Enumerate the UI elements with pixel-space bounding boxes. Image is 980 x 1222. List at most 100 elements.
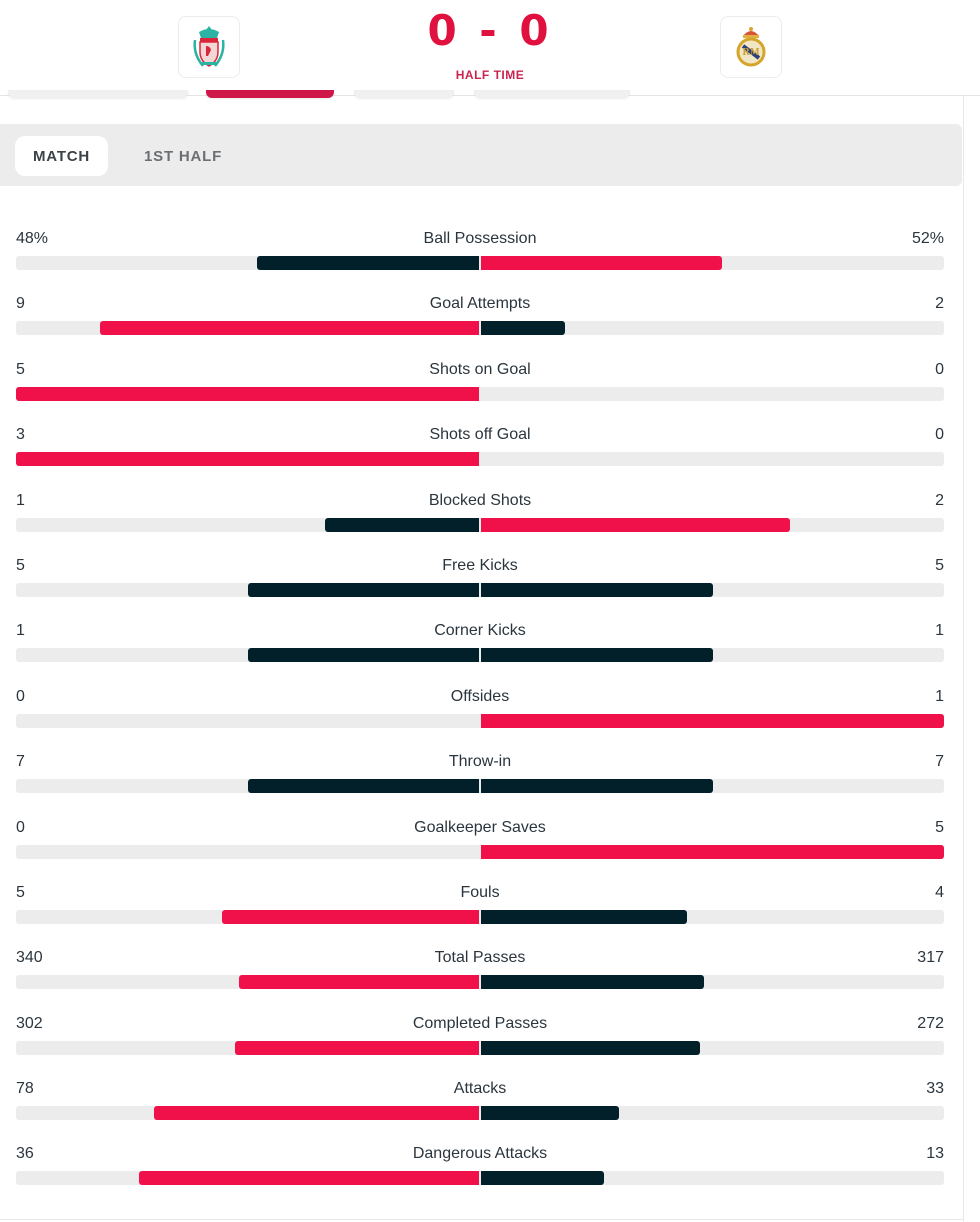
away-stat-bar xyxy=(481,844,944,859)
home-stat-value: 1 xyxy=(16,491,25,509)
home-stat-value: 0 xyxy=(16,818,25,836)
away-stat-value: 2 xyxy=(935,295,944,313)
away-stat-value: 5 xyxy=(935,556,944,574)
stat-row: 78 Attacks 33 xyxy=(16,1076,944,1141)
away-stat-value: 4 xyxy=(935,883,944,901)
stat-row: 9 Goal Attempts 2 xyxy=(16,291,944,356)
stat-label: Corner Kicks xyxy=(434,622,526,640)
away-stat-bar xyxy=(481,321,566,336)
away-stat-bar xyxy=(481,517,790,532)
stat-label: Attacks xyxy=(453,1080,507,1098)
home-stat-value: 5 xyxy=(16,556,25,574)
section-tab[interactable] xyxy=(8,90,188,98)
away-stat-value: 1 xyxy=(935,622,944,640)
home-stat-bar xyxy=(100,321,479,336)
stat-label: Shots off Goal xyxy=(429,426,531,444)
home-stat-value: 36 xyxy=(16,1145,34,1163)
section-tabs xyxy=(0,90,700,102)
stat-label: Fouls xyxy=(460,883,500,901)
away-stat-bar xyxy=(481,909,687,924)
away-stat-value: 317 xyxy=(917,949,944,967)
stat-row: 340 Total Passes 317 xyxy=(16,945,944,1010)
stat-bar-track xyxy=(16,1106,944,1121)
section-tab-active[interactable] xyxy=(206,90,334,98)
away-stat-bar xyxy=(481,648,713,663)
away-stat-bar xyxy=(481,1040,701,1055)
section-tab[interactable] xyxy=(474,90,630,98)
stat-label: Ball Possession xyxy=(423,230,537,247)
stat-bar-track xyxy=(16,517,944,532)
home-stat-value: 5 xyxy=(16,360,25,378)
home-stat-value: 7 xyxy=(16,753,25,771)
home-team-crest[interactable] xyxy=(178,16,240,78)
home-stat-bar xyxy=(16,386,479,401)
stats-list: 48% Ball Possession 52% 9 Goal Attempts 2 5 Sho… xyxy=(16,226,944,1207)
stat-row: 7 Throw-in 7 xyxy=(16,749,944,814)
stat-row: 3 Shots off Goal 0 xyxy=(16,422,944,487)
away-stat-value: 33 xyxy=(926,1080,944,1098)
stat-row: 302 Completed Passes 272 xyxy=(16,1011,944,1076)
stat-row: 1 Blocked Shots 2 xyxy=(16,488,944,553)
match-score: 0 - 0 xyxy=(427,6,553,55)
away-stat-bar xyxy=(481,1106,619,1121)
stat-bar-track xyxy=(16,909,944,924)
away-team-crest[interactable]: RM xyxy=(720,16,782,78)
divider xyxy=(0,1219,963,1220)
scrollbar-track[interactable] xyxy=(963,96,980,1222)
home-stat-bar xyxy=(256,256,479,270)
stat-bar-track xyxy=(16,713,944,728)
home-stat-value: 9 xyxy=(16,295,25,313)
away-stat-bar xyxy=(481,713,944,728)
home-stat-bar xyxy=(247,779,479,794)
period-tab-1st-half[interactable]: 1ST HALF xyxy=(144,147,223,165)
away-stat-bar xyxy=(481,1171,604,1186)
liverpool-crest-icon xyxy=(193,26,225,67)
stat-label: Throw-in xyxy=(448,753,512,771)
stat-row: 1 Corner Kicks 1 xyxy=(16,618,944,683)
stat-bar-track xyxy=(16,452,944,467)
home-stat-bar xyxy=(138,1171,479,1186)
stat-row: 5 Free Kicks 5 xyxy=(16,553,944,618)
stat-bar-track xyxy=(16,321,944,336)
away-stat-value: 1 xyxy=(935,687,944,705)
stat-label: Free Kicks xyxy=(442,556,518,574)
stat-row: 0 Goalkeeper Saves 5 xyxy=(16,815,944,880)
stat-bar-track xyxy=(16,844,944,859)
stat-row: 36 Dangerous Attacks 13 xyxy=(16,1141,944,1206)
home-stat-bar xyxy=(235,1040,479,1055)
real-madrid-crest-icon: RM xyxy=(736,27,766,67)
away-stat-bar xyxy=(481,256,722,270)
home-stat-value: 0 xyxy=(16,687,25,705)
stat-label: Offsides xyxy=(450,687,510,705)
stat-bar-track xyxy=(16,256,944,270)
stat-label: Blocked Shots xyxy=(428,491,532,509)
away-stat-value: 272 xyxy=(917,1014,944,1032)
stat-bar-track xyxy=(16,975,944,990)
stat-row: 0 Offsides 1 xyxy=(16,684,944,749)
stat-label: Goal Attempts xyxy=(429,295,531,313)
away-stat-value: 5 xyxy=(935,818,944,836)
away-stat-value: 13 xyxy=(926,1145,944,1163)
away-stat-value: 7 xyxy=(935,753,944,771)
home-stat-bar xyxy=(247,648,479,663)
stat-row: 5 Fouls 4 xyxy=(16,880,944,945)
home-stat-value: 3 xyxy=(16,426,25,444)
home-stat-value: 1 xyxy=(16,622,25,640)
away-stat-value: 52% xyxy=(911,230,944,247)
home-stat-value: 48% xyxy=(16,230,49,247)
stat-row: 48% Ball Possession 52% xyxy=(16,226,944,291)
period-tab-match[interactable]: MATCH xyxy=(15,136,109,176)
svg-text:RM: RM xyxy=(742,48,759,58)
stat-label: Completed Passes xyxy=(412,1014,548,1032)
away-stat-value: 0 xyxy=(935,426,944,444)
stat-label: Dangerous Attacks xyxy=(412,1145,548,1163)
home-stat-value: 5 xyxy=(16,883,25,901)
stat-label: Shots on Goal xyxy=(429,360,531,378)
home-stat-bar xyxy=(221,909,479,924)
home-stat-value: 302 xyxy=(16,1014,43,1032)
match-header: 0 - 0 HALF TIME RM xyxy=(0,0,980,98)
home-stat-bar xyxy=(16,452,479,467)
home-stat-bar xyxy=(239,975,479,990)
section-tab[interactable] xyxy=(354,90,454,98)
stat-bar-track xyxy=(16,386,944,401)
